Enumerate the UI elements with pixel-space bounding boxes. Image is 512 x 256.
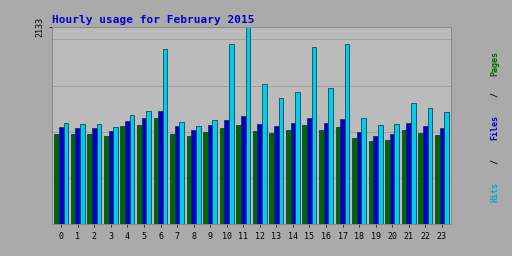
Bar xyxy=(253,131,258,224)
Bar xyxy=(54,134,59,224)
Bar xyxy=(203,132,208,224)
Bar xyxy=(224,120,229,224)
Bar xyxy=(312,47,316,224)
Bar xyxy=(361,118,366,224)
Bar xyxy=(439,128,444,224)
Bar xyxy=(125,121,130,224)
Bar xyxy=(163,49,167,224)
Bar xyxy=(59,127,63,224)
Bar xyxy=(328,88,333,224)
Bar xyxy=(385,140,390,224)
Bar xyxy=(324,123,328,224)
Bar xyxy=(246,27,250,224)
Bar xyxy=(191,130,196,224)
Bar xyxy=(208,124,212,224)
Bar xyxy=(295,92,300,224)
Bar xyxy=(237,124,241,224)
Bar xyxy=(444,112,449,224)
Bar xyxy=(286,130,291,224)
Bar xyxy=(158,111,163,224)
Bar xyxy=(220,128,224,224)
Bar xyxy=(212,120,217,224)
Bar xyxy=(291,123,295,224)
Bar xyxy=(175,126,179,224)
Bar xyxy=(435,135,439,224)
Bar xyxy=(357,132,361,224)
Bar xyxy=(179,122,184,224)
Bar xyxy=(428,108,432,224)
Bar xyxy=(307,118,312,224)
Bar xyxy=(279,98,283,224)
Bar xyxy=(80,124,84,224)
Bar xyxy=(262,84,267,224)
Bar xyxy=(92,128,97,224)
Bar xyxy=(137,124,142,224)
Bar xyxy=(109,131,113,224)
Text: Pages: Pages xyxy=(490,51,499,77)
Bar xyxy=(120,126,125,224)
Bar xyxy=(418,133,423,224)
Bar xyxy=(402,130,407,224)
Bar xyxy=(335,127,340,224)
Bar xyxy=(130,115,134,224)
Bar xyxy=(229,44,233,224)
Text: /: / xyxy=(490,87,499,102)
Text: Hourly usage for February 2015: Hourly usage for February 2015 xyxy=(52,15,254,25)
Bar xyxy=(407,123,411,224)
Bar xyxy=(170,134,175,224)
Bar xyxy=(373,136,378,224)
Bar xyxy=(274,126,279,224)
Bar xyxy=(352,138,357,224)
Bar xyxy=(104,136,109,224)
Bar xyxy=(142,118,146,224)
Bar xyxy=(63,123,68,224)
Bar xyxy=(75,128,80,224)
Bar xyxy=(378,124,382,224)
Bar xyxy=(345,44,350,224)
Bar xyxy=(88,134,92,224)
Text: /: / xyxy=(490,154,499,169)
Bar xyxy=(97,124,101,224)
Bar xyxy=(340,119,345,224)
Bar xyxy=(269,133,274,224)
Bar xyxy=(390,134,394,224)
Bar xyxy=(241,116,246,224)
Bar xyxy=(369,141,373,224)
Bar xyxy=(113,127,118,224)
Bar xyxy=(319,130,324,224)
Bar xyxy=(146,111,151,224)
Bar xyxy=(423,126,428,224)
Bar xyxy=(258,124,262,224)
Bar xyxy=(187,136,191,224)
Bar xyxy=(196,126,201,224)
Bar xyxy=(154,118,158,224)
Bar xyxy=(303,125,307,224)
Text: Files: Files xyxy=(490,115,499,141)
Text: Hits: Hits xyxy=(490,182,499,202)
Bar xyxy=(394,124,399,224)
Bar xyxy=(71,134,75,224)
Bar xyxy=(411,103,416,224)
